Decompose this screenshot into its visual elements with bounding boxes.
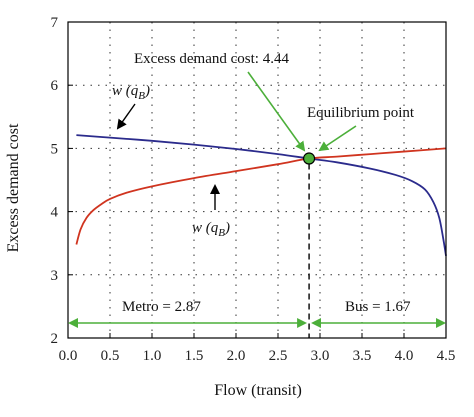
y-axis-label: Excess demand cost bbox=[5, 123, 22, 252]
excess-cost-annotation: Excess demand cost: 4.44 bbox=[134, 51, 289, 67]
x-tick-label-3: 1.5 bbox=[185, 348, 204, 364]
x-tick-label-1: 0.5 bbox=[101, 348, 120, 364]
x-tick-label-2: 1.0 bbox=[143, 348, 162, 364]
equilibrium-arrow bbox=[318, 125, 357, 152]
x-tick-label-5: 2.5 bbox=[269, 348, 288, 364]
x-tick-labels: 0.0 0.5 1.0 1.5 2.0 2.5 3.0 3.5 4.0 4.5 bbox=[59, 333, 456, 364]
y-tick-labels: 2 3 4 5 6 7 bbox=[51, 15, 73, 347]
excess-cost-arrow bbox=[247, 71, 306, 152]
plot-frame bbox=[67, 21, 447, 339]
upper-curve-label: w (qB) bbox=[112, 83, 150, 102]
equilibrium-point bbox=[302, 152, 316, 165]
y-tick-label-2: 4 bbox=[51, 205, 59, 221]
upper-curve-arrow bbox=[116, 103, 136, 130]
series-line-0 bbox=[76, 134, 447, 256]
x-tick-label-7: 3.5 bbox=[353, 348, 372, 364]
y-tick-label-0: 2 bbox=[51, 331, 59, 347]
equilibrium-label: Equilibrium point bbox=[307, 105, 415, 121]
x-tick-label-6: 3.0 bbox=[311, 348, 330, 364]
metro-label: Metro = 2.87 bbox=[122, 299, 201, 315]
bus-label: Bus = 1.67 bbox=[345, 299, 411, 315]
grid bbox=[68, 22, 446, 338]
lower-curve-label: w (qB) bbox=[192, 220, 230, 239]
y-tick-label-5: 7 bbox=[51, 15, 59, 31]
x-tick-label-9: 4.5 bbox=[437, 348, 456, 364]
x-axis-label: Flow (transit) bbox=[214, 382, 302, 399]
y-tick-label-3: 5 bbox=[51, 141, 59, 157]
x-tick-label-4: 2.0 bbox=[227, 348, 246, 364]
x-tick-label-0: 0.0 bbox=[59, 348, 78, 364]
x-tick-label-8: 4.0 bbox=[395, 348, 414, 364]
y-tick-label-1: 3 bbox=[51, 268, 59, 284]
series-line-1 bbox=[75, 147, 447, 245]
series-layer bbox=[75, 134, 447, 256]
y-tick-label-4: 6 bbox=[51, 78, 59, 94]
